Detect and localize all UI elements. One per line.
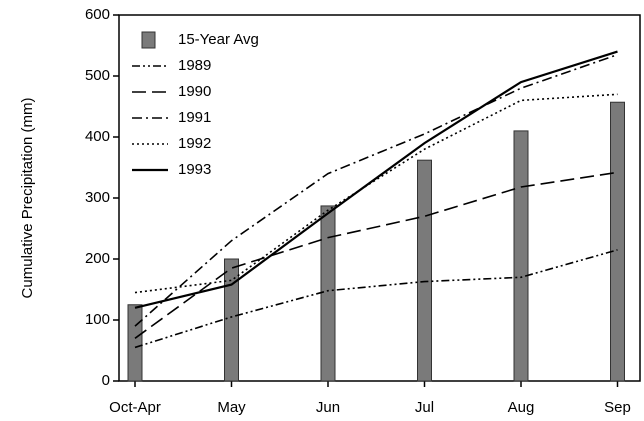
x-tick-label: Oct-Apr [109, 399, 161, 416]
line-series [134, 50, 618, 309]
x-tick-label: Jun [316, 399, 340, 416]
bar [417, 159, 432, 382]
legend-label: 1989 [178, 57, 211, 74]
bar [610, 101, 625, 382]
line-series [134, 53, 618, 327]
y-tick-label: 100 [85, 311, 110, 328]
y-tick-label: 400 [85, 128, 110, 145]
bar [224, 258, 239, 382]
x-tick-label: Aug [508, 399, 535, 416]
legend-label: 1993 [178, 161, 211, 178]
x-tick-label: May [217, 399, 246, 416]
legend-label: 1992 [178, 135, 211, 152]
bar [513, 130, 529, 382]
y-tick-label: 0 [102, 372, 110, 389]
line-series [134, 249, 618, 349]
y-tick-label: 500 [85, 67, 110, 84]
y-axis-label: Cumulative Precipitation (mm) [19, 98, 36, 299]
legend-label: 15-Year Avg [178, 31, 259, 48]
y-tick-label: 300 [85, 189, 110, 206]
legend-label: 1991 [178, 109, 211, 126]
line-series [134, 171, 618, 339]
legend-swatch [141, 31, 156, 49]
x-tick-label: Jul [415, 399, 434, 416]
bar [127, 304, 143, 382]
legend-label: 1990 [178, 83, 211, 100]
line-series [134, 93, 618, 294]
y-tick-label: 600 [85, 6, 110, 23]
y-tick-label: 200 [85, 250, 110, 267]
x-tick-label: Sep [604, 399, 631, 416]
bar [320, 205, 336, 382]
